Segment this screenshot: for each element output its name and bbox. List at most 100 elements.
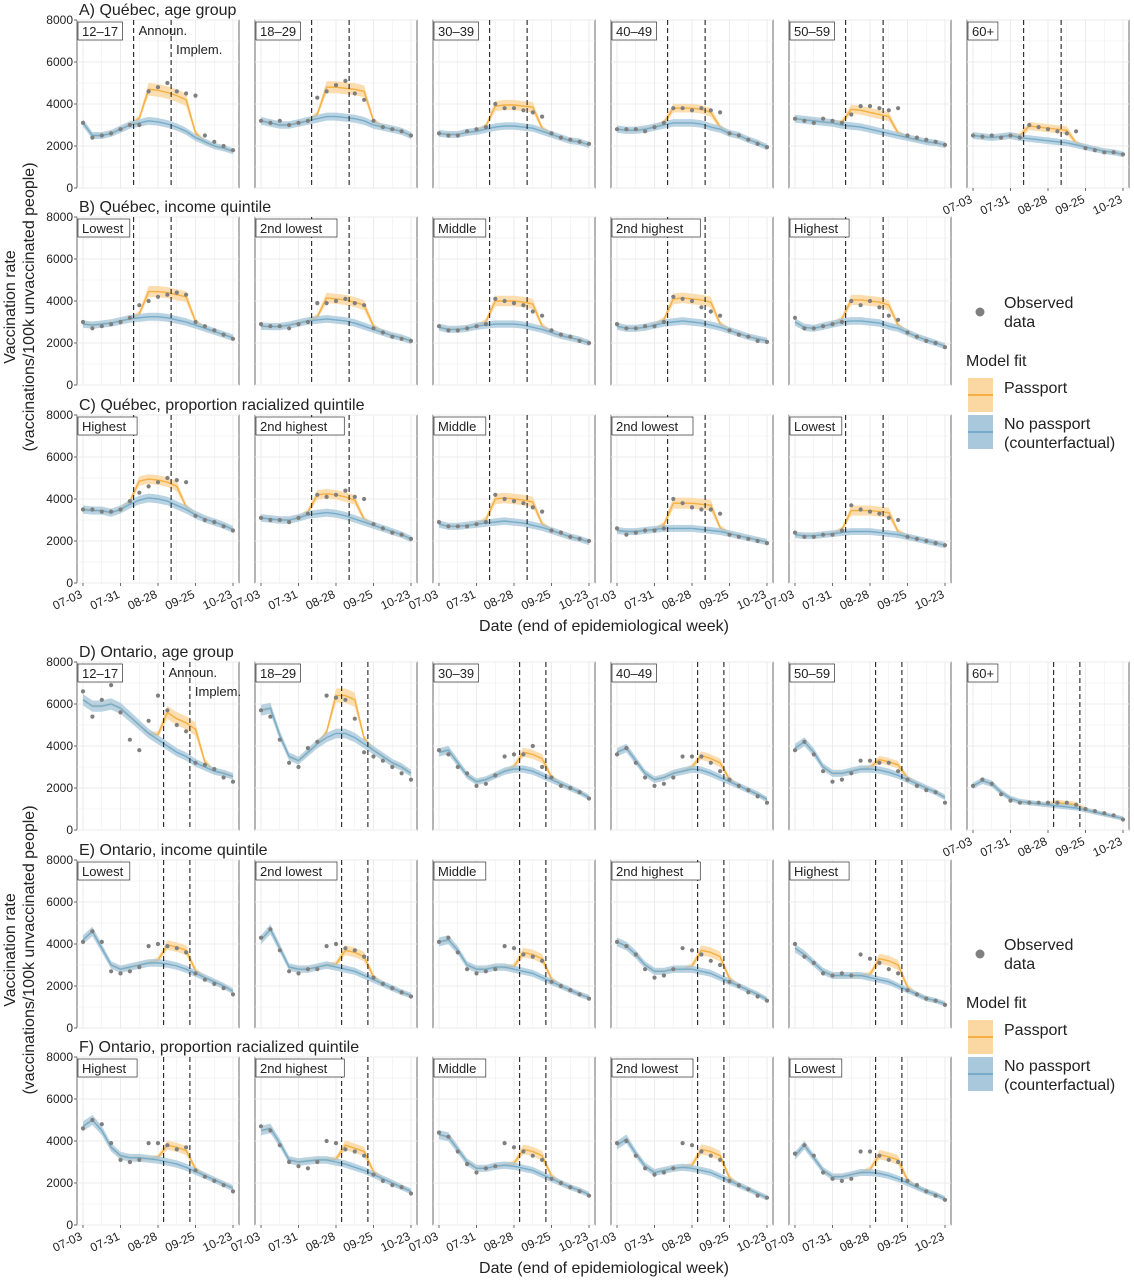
observed-point (577, 139, 582, 144)
observed-point (614, 939, 620, 945)
observed-point (155, 85, 161, 90)
observed-point (764, 339, 770, 344)
observed-point (624, 127, 629, 132)
observed-point (230, 1189, 236, 1194)
observed-point (315, 301, 320, 306)
observed-point (736, 1183, 742, 1188)
nopassport-line (616, 527, 768, 543)
panel-label: Middle (438, 864, 476, 879)
observed-point (502, 944, 507, 949)
observed-point (624, 1138, 629, 1144)
observed-point (296, 322, 301, 327)
observed-point (99, 133, 104, 138)
x-tick-label: 09-25 (519, 1229, 553, 1255)
observed-point (614, 1141, 620, 1146)
legend-observed-label-line2: data (1004, 314, 1035, 331)
observed-point (408, 133, 414, 138)
observed-point (942, 800, 948, 805)
x-tick-label: 08-28 (304, 587, 338, 613)
observed-point (680, 754, 685, 759)
observed-point (390, 764, 395, 770)
observed-point (502, 106, 507, 111)
observed-point (530, 110, 535, 115)
observed-point (811, 534, 816, 539)
observed-point (127, 1159, 132, 1165)
x-tick-label: 10-23 (1091, 192, 1125, 218)
observed-point (755, 141, 760, 146)
y-tick-label: 0 (66, 181, 73, 195)
observed-point (680, 501, 685, 506)
y-tick-label: 6000 (46, 697, 73, 711)
observed-point (493, 296, 498, 301)
observed-point (109, 509, 114, 514)
observed-point (324, 693, 329, 698)
observed-point (549, 979, 554, 984)
observed-point (540, 958, 545, 963)
observed-point (80, 1126, 86, 1131)
observed-point (315, 739, 320, 744)
nopassport-band (261, 112, 411, 139)
observed-point (830, 973, 835, 978)
observed-point (380, 981, 385, 987)
observed-point (764, 998, 770, 1003)
observed-point (493, 967, 498, 972)
observed-point (643, 967, 648, 972)
legend-observed-label-line2: data (1004, 956, 1035, 973)
observed-point (193, 513, 198, 518)
observed-point (324, 89, 329, 94)
observed-point (708, 760, 713, 765)
observed-point (1017, 135, 1023, 140)
observed-point (362, 303, 367, 308)
observed-point (184, 950, 189, 955)
nopassport-line (794, 320, 946, 347)
observed-point (746, 1187, 751, 1192)
observed-point (380, 330, 385, 335)
observed-point (390, 127, 395, 132)
observed-point (221, 332, 226, 337)
observed-point (633, 760, 638, 765)
observed-point (568, 785, 573, 791)
observed-point (886, 515, 891, 521)
observed-point (315, 1159, 320, 1165)
observed-point (165, 708, 170, 713)
nopassport-band (617, 1134, 767, 1201)
observed-point (577, 338, 582, 343)
observed-point (502, 1141, 507, 1146)
observed-point (380, 125, 385, 130)
observed-point (792, 315, 798, 320)
y-axis-title-ontario-line2: (vaccinations/100k unvaccinated people) (21, 805, 38, 1094)
observed-point (99, 939, 104, 945)
x-tick-label: 07-31 (88, 587, 122, 613)
observed-point (483, 125, 488, 130)
observed-point (924, 996, 929, 1001)
observed-point (568, 334, 573, 339)
observed-point (792, 748, 798, 753)
observed-point (942, 1197, 948, 1202)
observed-point (511, 1145, 517, 1150)
panel-label: 2nd lowest (260, 221, 323, 236)
observed-point (474, 127, 479, 132)
observed-point (362, 97, 367, 102)
nopassport-line (616, 747, 768, 801)
observed-point (586, 141, 592, 146)
panel-label-box (611, 861, 701, 881)
observed-point (746, 788, 751, 793)
observed-point (436, 748, 442, 753)
observed-point (802, 534, 807, 539)
observed-point (821, 116, 826, 121)
legend-model-title: Model fit (966, 995, 1027, 1012)
nopassport-line (438, 520, 590, 543)
x-tick-label: 07-31 (800, 587, 834, 613)
observed-point (549, 328, 554, 333)
observed-point (212, 981, 217, 987)
announcement-label: Announ. (169, 665, 217, 680)
x-tick-label: 08-28 (1016, 192, 1050, 218)
observed-point (830, 532, 835, 537)
observed-point (465, 129, 470, 134)
observed-point (521, 1149, 526, 1154)
panel-label-box (789, 861, 850, 881)
observed-point (736, 783, 742, 789)
x-tick-label: 07-31 (444, 1229, 478, 1255)
panel-label-box (77, 218, 131, 238)
observed-point (867, 1149, 873, 1154)
